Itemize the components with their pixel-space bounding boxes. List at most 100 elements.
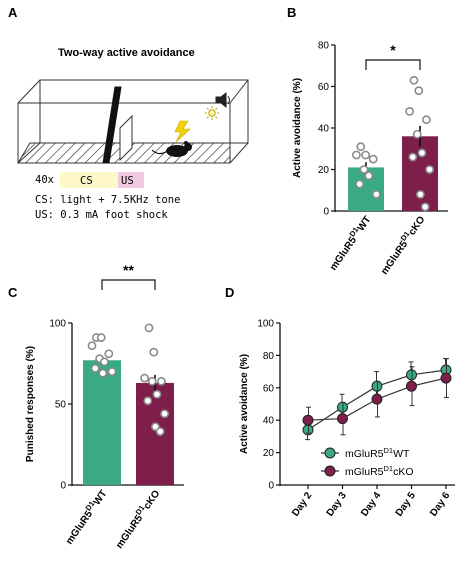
data-point [364,171,374,181]
data-point [152,389,162,399]
data-point [414,86,424,96]
divider-wall [102,86,122,164]
y-tick-label: 20 [263,448,275,459]
x-tick-label-wt-base: mGluR5 [64,509,95,547]
x-tick-label: Day 5 [394,490,419,519]
light-icon [205,106,219,120]
series-point-cko [406,380,417,392]
bar-wt [83,360,121,485]
panel-label-c: C [8,285,18,300]
data-point [371,189,381,199]
data-point [87,341,97,351]
panel-a-title: Two-way active avoidance [58,47,195,59]
shock-bolt-icon [174,120,191,143]
data-point [143,396,153,406]
data-point [359,165,369,174]
data-point [415,189,425,199]
x-tick-label-cko-base: mGluR5 [379,239,410,277]
data-point [356,142,366,152]
us-description: US: 0.3 mA foot shock [35,209,168,221]
legend-label-wt-suffix: WT [393,448,410,460]
x-tick-label-wt: mGluR5D1WT [62,487,110,547]
data-point [156,376,166,386]
trial-count: 40x [35,174,54,186]
data-point [149,347,159,357]
data-point [100,357,109,367]
data-point [409,75,419,85]
box-back-face [39,79,249,144]
x-tick-label-wt-base: mGluR5 [328,235,359,273]
y-tick-label: 40 [318,124,330,135]
x-tick-label-cko-suffix: cKO [142,488,163,511]
series-point-cko [337,413,348,425]
data-point [405,107,414,116]
y-tick-label: 0 [268,481,274,492]
x-tick-label: Day 2 [290,490,315,519]
y-tick-label: 80 [263,351,275,362]
bar-cko [402,136,438,211]
data-point [421,115,431,125]
panel-label-a: A [8,5,18,20]
speaker-icon [215,91,230,109]
significance-marker: * [390,42,396,58]
data-point [96,333,106,342]
y-tick-label: 100 [257,319,274,330]
significance-bracket [365,59,421,70]
y-tick-label: 50 [55,400,67,411]
y-tick-label: 80 [318,41,330,52]
y-axis-label: Active avoidance (%) [292,78,303,178]
significance-bracket [101,279,156,290]
data-point [104,349,114,359]
y-tick-label: 100 [49,319,66,330]
data-point [140,373,149,383]
data-point [160,409,169,419]
x-tick-label-cko-base: mGluR5 [114,513,145,551]
shuttle-box-illustration [17,79,249,164]
data-point [408,152,418,162]
x-tick-label-cko-suffix: cKO [407,214,428,237]
x-tick-label: Day 4 [359,490,384,519]
series-point-cko [440,372,452,384]
data-point [420,202,430,212]
y-tick-label: 0 [60,481,66,492]
panel-label-d: D [225,285,234,300]
legend-marker-wt [324,447,336,459]
box-front-face [17,102,231,164]
data-point [351,150,361,160]
data-point [355,179,364,189]
y-tick-label: 0 [323,207,329,218]
panel-label-b: B [287,5,296,20]
x-tick-label-cko: mGluR5D1cKO [112,487,163,551]
cs-description: CS: light + 7.5KHz tone [35,194,180,206]
legend-label-cko-sup: D1 [384,464,394,473]
door-opening [119,114,133,162]
y-axis-label: Active avoidance (%) [239,354,250,454]
data-point [147,376,157,386]
data-point [107,367,117,376]
mouse-icon [151,141,192,157]
y-axis-label: Punished responses (%) [25,346,36,462]
data-point [368,154,378,164]
data-point [412,129,422,139]
x-tick-label-wt: mGluR5D1WT [326,213,374,273]
data-point [98,368,108,378]
legend-label-wt-base: mGluR5 [345,448,384,460]
series-point-cko [302,414,314,426]
panel-a: Two-way active avoidance [17,47,249,221]
data-point [425,165,434,174]
data-point [90,363,100,373]
legend-label-cko: mGluR5D1cKO [345,464,414,478]
x-tick-label-cko: mGluR5D1cKO [377,213,428,277]
data-point [417,148,427,158]
significance-marker: ** [123,262,134,278]
y-tick-label: 40 [263,416,275,427]
series-point-cko [371,393,383,405]
panel-c-chart: 0 50 100 Punished responses (%) mGluR5D1WTmG… [25,262,184,551]
us-box-label: US [121,175,134,187]
legend-label-cko-base: mGluR5 [345,466,384,478]
bar-cko [136,382,174,485]
data-point [155,427,165,436]
data-point [361,150,370,160]
x-tick-label: Day 6 [428,490,453,519]
